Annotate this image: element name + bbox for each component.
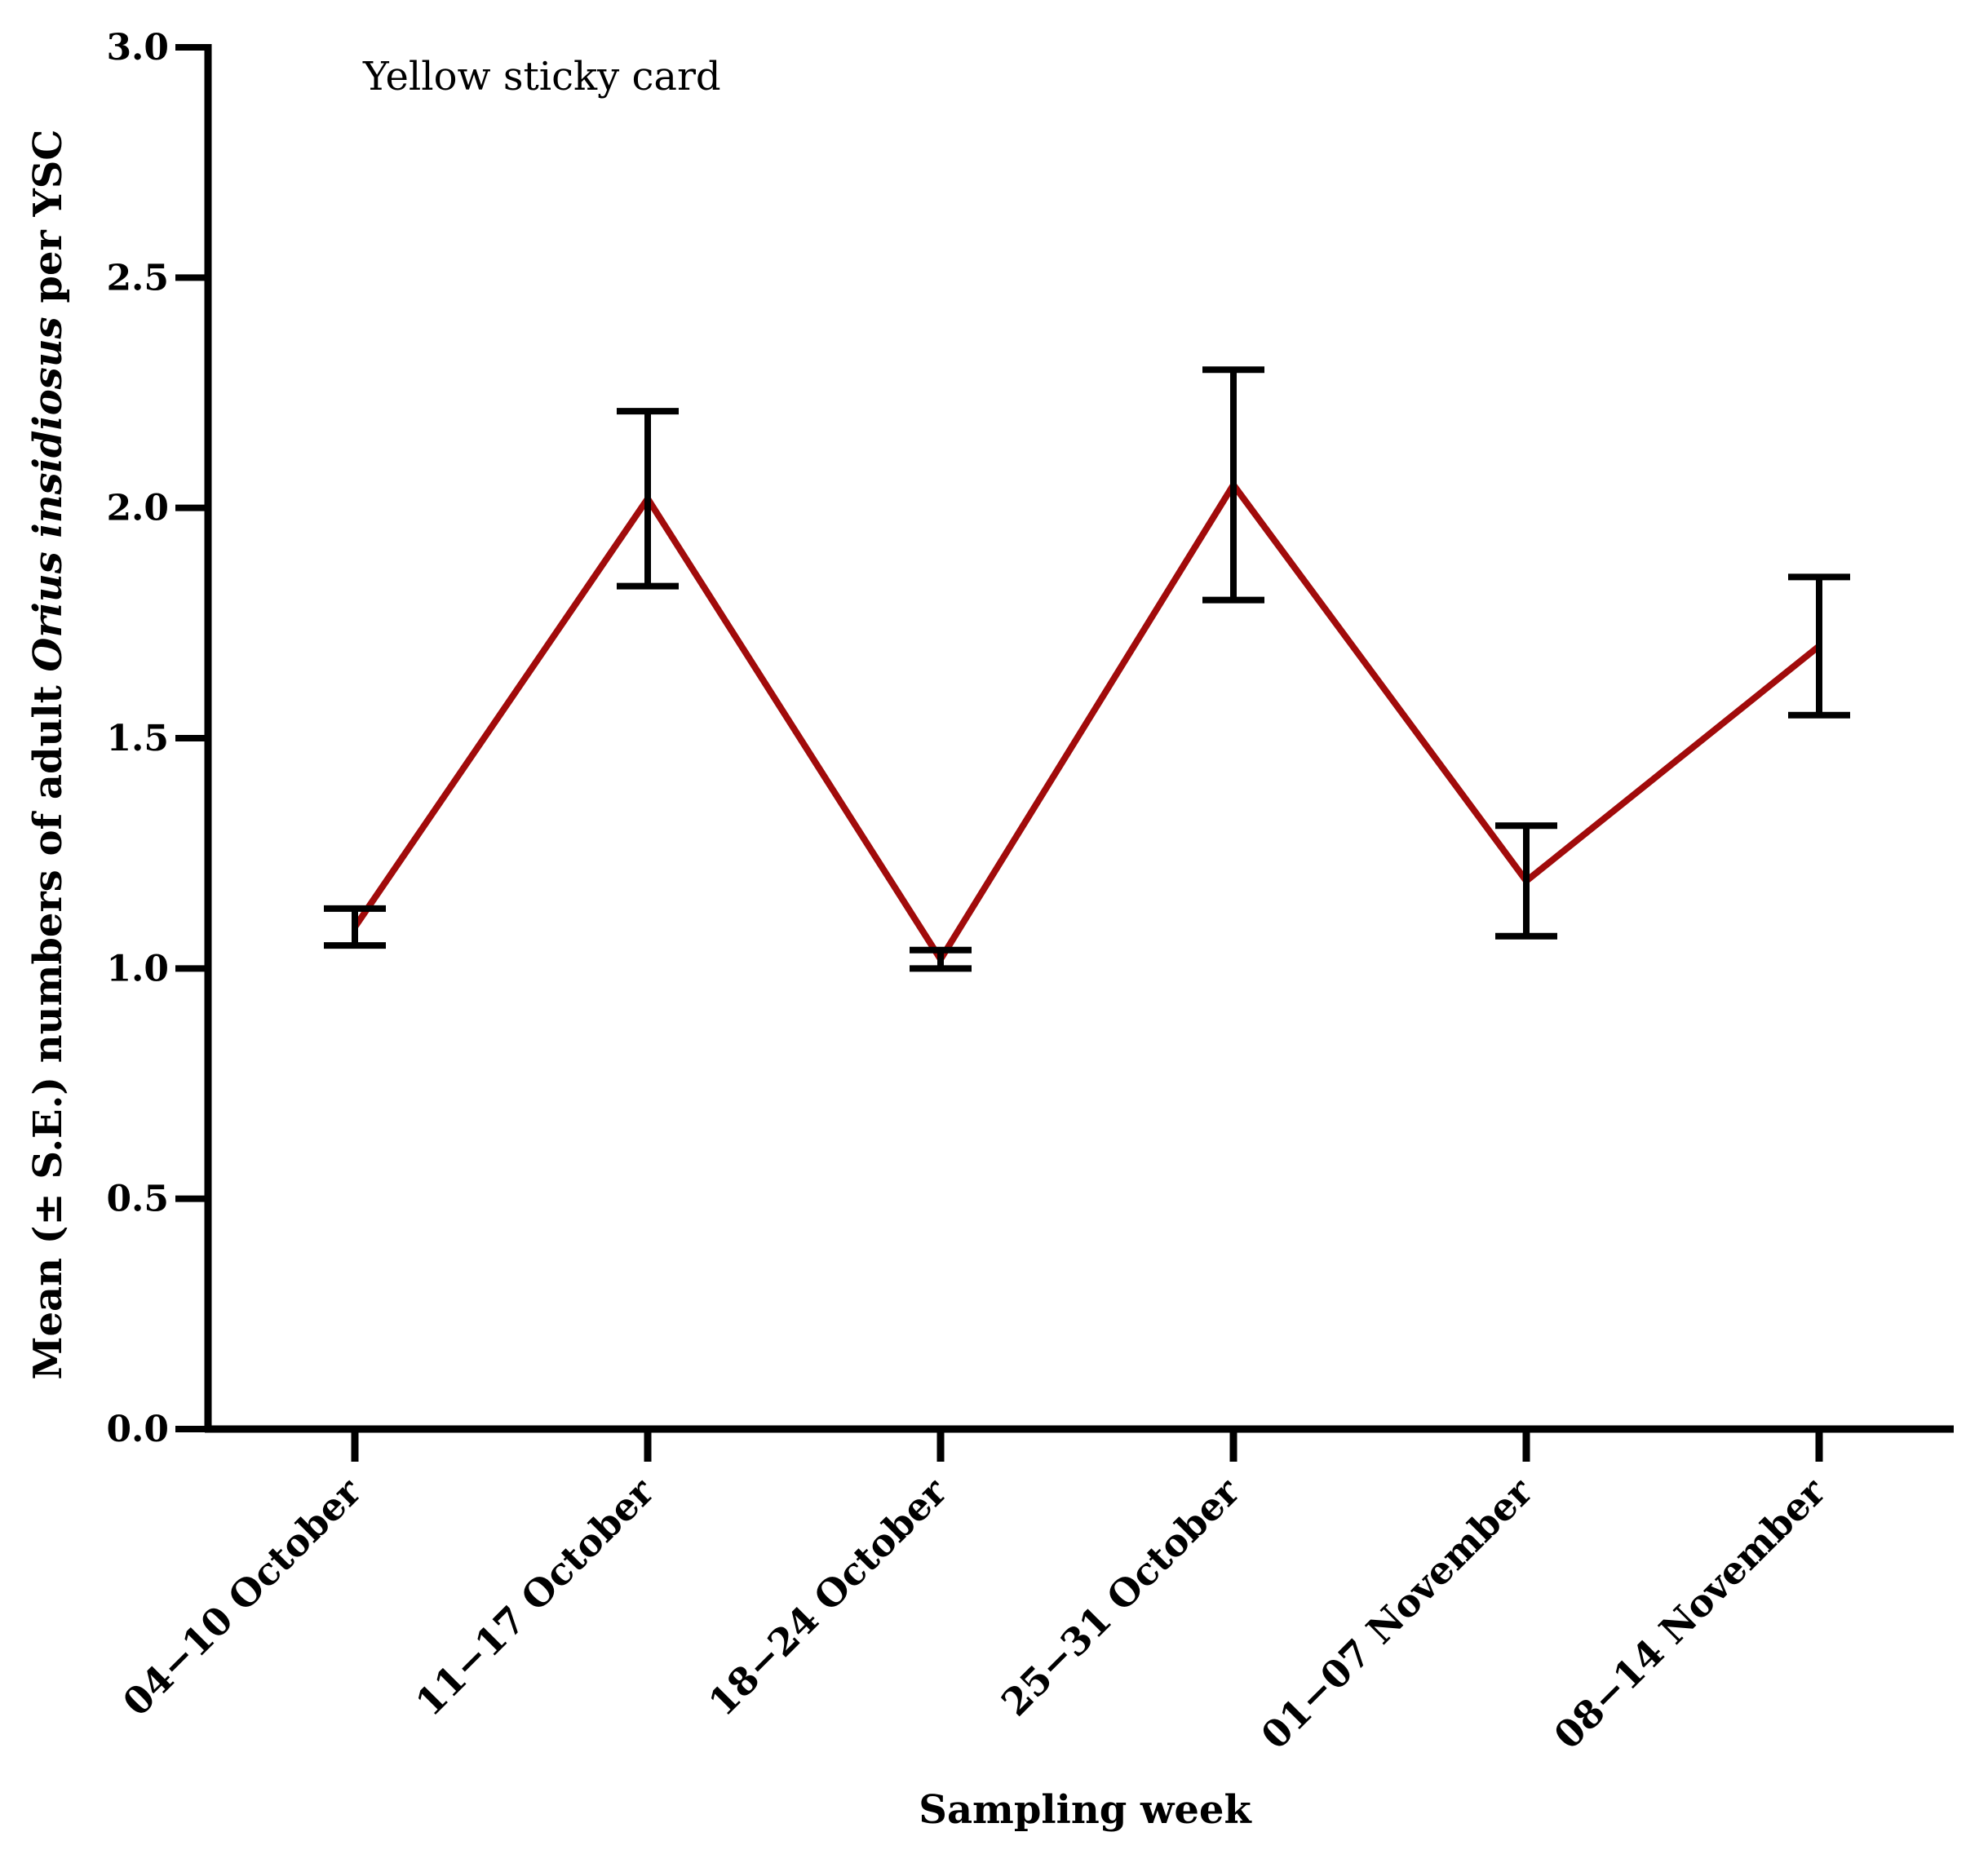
y-tick-label: 2.5 <box>106 257 169 299</box>
y-axis-title-species: Orius insidiosus <box>25 316 71 671</box>
x-tick-label: 11−17 October <box>407 1469 662 1724</box>
y-axis-title: Mean (± S.E.) numbers of adult Orius ins… <box>25 129 71 1379</box>
chart-annotation: Yellow sticky card <box>362 54 721 100</box>
x-tick-label: 25−31 October <box>993 1469 1248 1724</box>
y-tick-label: 3.0 <box>106 27 169 69</box>
y-axis-title-part: per YSC <box>25 129 71 316</box>
y-axis-title-part: Mean (± S.E.) numbers of adult <box>25 671 71 1379</box>
y-tick-label: 0.0 <box>106 1409 169 1450</box>
y-tick-label: 2.0 <box>106 488 169 529</box>
series <box>355 485 1819 959</box>
y-tick-label: 1.5 <box>106 718 169 759</box>
x-tick-label: 08−14 November <box>1545 1469 1834 1758</box>
y-tick-label: 0.5 <box>106 1179 169 1220</box>
x-axis-title: Sampling week <box>919 1787 1252 1833</box>
y-tick-label: 1.0 <box>106 948 169 989</box>
x-tick-label: 01−07 November <box>1252 1469 1541 1758</box>
x-tick-label: 18−24 October <box>700 1469 955 1724</box>
error-bars <box>324 370 1850 968</box>
x-tick-label: 04−10 October <box>114 1469 370 1724</box>
series-line <box>355 485 1819 959</box>
